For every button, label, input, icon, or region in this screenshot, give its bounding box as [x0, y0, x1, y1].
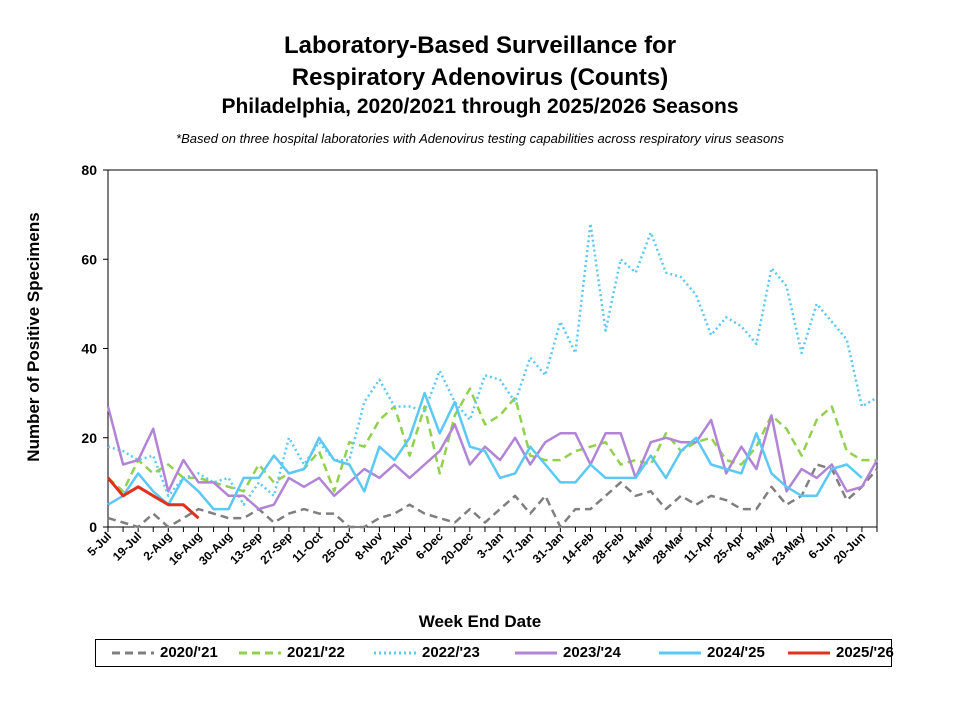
- x-tick-label: 28-Feb: [590, 529, 627, 566]
- series-line-4: [107, 391, 863, 511]
- x-tick-label: 22-Nov: [377, 529, 415, 567]
- legend: 2020/'21 2021/'22 2022/'23 2023/'24 2024/'25…: [95, 639, 894, 667]
- y-tick-label: 60: [81, 251, 97, 267]
- y-tick-label: 20: [81, 430, 97, 446]
- x-tick-label: 13-Sep: [227, 529, 265, 567]
- chart-footnote: *Based on three hospital laboratories wi…: [176, 131, 784, 146]
- x-tick-label: 16-Aug: [166, 529, 205, 568]
- y-tick-label: 80: [81, 162, 97, 178]
- x-tick-label: 28-Mar: [650, 529, 687, 566]
- x-tick-label: 25-Apr: [711, 529, 748, 566]
- series-line-5: [106, 476, 200, 520]
- x-tick-label: 30-Aug: [196, 529, 235, 568]
- legend-swatch: [374, 651, 416, 655]
- x-tick-label: 23-May: [769, 529, 808, 568]
- x-tick-label: 17-Jan: [500, 529, 537, 566]
- legend-label: 2025/'26: [836, 644, 894, 661]
- x-tick-label: 11-Oct: [289, 529, 325, 565]
- legend-swatch: [659, 651, 701, 655]
- y-tick-label: 40: [81, 341, 97, 357]
- x-tick-label: 20-Dec: [438, 529, 476, 567]
- legend-label: 2024/'25: [707, 644, 765, 661]
- plot-area: [107, 169, 878, 528]
- legend-swatch: [239, 651, 281, 655]
- x-tick-label: 11-Apr: [681, 529, 718, 566]
- x-tick-label: 27-Sep: [257, 529, 295, 567]
- legend-swatch: [112, 651, 154, 655]
- y-axis-title: Number of Positive Specimens: [24, 212, 43, 462]
- x-tick-label: 25-Oct: [319, 529, 355, 565]
- x-tick-label: 20-Jun: [831, 529, 868, 566]
- x-tick-label: 19-Jul: [110, 529, 144, 563]
- x-tick-label: 14-Mar: [620, 529, 657, 566]
- legend-label: 2023/'24: [563, 644, 621, 661]
- y-tick-label: 0: [89, 519, 97, 535]
- series-line-3: [106, 406, 879, 511]
- legend-label: 2022/'23: [422, 644, 480, 661]
- chart-subtitle: Philadelphia, 2020/2021 through 2025/202…: [221, 95, 739, 118]
- legend-swatch: [515, 651, 557, 655]
- series-line-0: [107, 463, 878, 529]
- legend-label: 2021/'22: [287, 644, 345, 661]
- x-tick-label: 14-Feb: [559, 529, 596, 566]
- x-tick-label: 31-Jan: [530, 529, 567, 566]
- legend-swatch: [788, 651, 830, 655]
- series-line-1: [107, 387, 877, 493]
- x-axis-title: Week End Date: [418, 612, 542, 631]
- legend-label: 2020/'21: [160, 644, 218, 661]
- chart-title-line2: Respiratory Adenovirus (Counts): [291, 64, 669, 91]
- chart-title: Laboratory-Based Surveillance for: [283, 32, 677, 59]
